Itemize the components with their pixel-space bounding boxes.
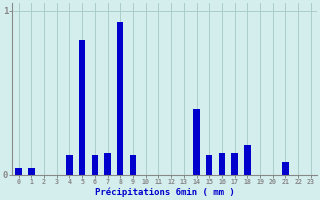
Bar — [244, 145, 251, 175]
Bar — [117, 22, 124, 175]
Bar — [219, 153, 225, 175]
Bar — [66, 155, 73, 175]
Bar — [282, 162, 289, 175]
Bar — [193, 109, 200, 175]
Bar — [206, 155, 212, 175]
Bar — [92, 155, 98, 175]
Bar — [15, 168, 22, 175]
X-axis label: Précipitations 6min ( mm ): Précipitations 6min ( mm ) — [95, 188, 235, 197]
Bar — [79, 40, 85, 175]
Bar — [231, 153, 238, 175]
Bar — [104, 153, 111, 175]
Bar — [130, 155, 136, 175]
Bar — [28, 168, 35, 175]
